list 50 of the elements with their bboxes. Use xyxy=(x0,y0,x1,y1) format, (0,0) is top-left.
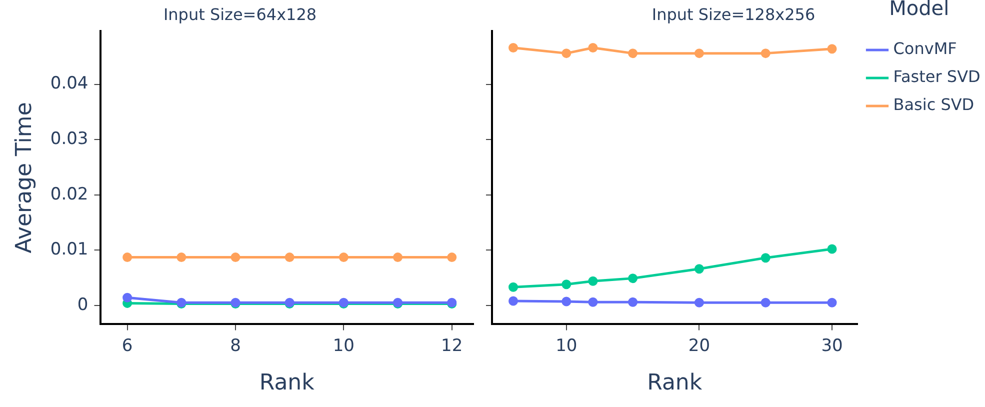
legend-label: Faster SVD xyxy=(893,67,980,86)
y-axis-title: Average Time xyxy=(12,102,37,254)
y-tick-label: 0.03 xyxy=(50,128,88,149)
x-tick-label: 10 xyxy=(332,336,354,356)
legend-label: ConvMF xyxy=(893,39,957,58)
point xyxy=(760,298,770,308)
x-tick-label: 10 xyxy=(556,336,578,356)
point xyxy=(588,43,598,53)
point xyxy=(827,44,837,54)
point xyxy=(508,296,518,306)
point xyxy=(562,280,572,290)
point xyxy=(508,43,518,53)
point xyxy=(230,252,240,262)
x-axis-title: Rank xyxy=(647,370,702,396)
y-tick-label: 0 xyxy=(77,294,88,315)
y-tick-label: 0.04 xyxy=(50,74,88,94)
x-tick-label: 12 xyxy=(441,336,463,356)
x-tick-label: 8 xyxy=(230,336,241,356)
point xyxy=(393,252,403,262)
point xyxy=(628,48,638,58)
point xyxy=(628,274,638,284)
point xyxy=(562,48,572,58)
legend-label: Basic SVD xyxy=(893,95,974,114)
point xyxy=(694,264,704,274)
chart-title: Input Size=64x128 xyxy=(163,4,317,24)
point xyxy=(694,298,704,308)
chart-title: Input Size=128x256 xyxy=(652,4,816,24)
x-tick-label: 20 xyxy=(688,336,710,356)
point xyxy=(284,252,294,262)
point xyxy=(338,252,348,262)
point xyxy=(628,297,638,307)
point xyxy=(122,292,132,302)
x-axis-title: Rank xyxy=(259,370,315,396)
point xyxy=(760,48,770,58)
point xyxy=(827,298,837,308)
x-tick-label: 6 xyxy=(122,336,133,356)
point xyxy=(760,253,770,263)
point xyxy=(562,296,572,306)
x-tick-label: 30 xyxy=(821,336,843,356)
point xyxy=(827,244,837,254)
point xyxy=(122,252,132,262)
point xyxy=(447,252,457,262)
point xyxy=(588,276,598,286)
legend-title: Model xyxy=(889,0,950,20)
y-tick-label: 0.02 xyxy=(50,184,88,204)
y-tick-label: 0.01 xyxy=(50,240,88,260)
point xyxy=(508,282,518,292)
point xyxy=(694,48,704,58)
point xyxy=(588,297,598,307)
point xyxy=(176,252,186,262)
